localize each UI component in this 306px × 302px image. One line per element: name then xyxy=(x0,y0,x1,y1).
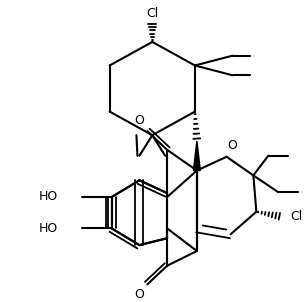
Text: Cl: Cl xyxy=(146,7,159,20)
Text: HO: HO xyxy=(39,222,58,235)
Text: O: O xyxy=(134,288,144,301)
Polygon shape xyxy=(193,141,200,171)
Text: HO: HO xyxy=(39,191,58,204)
Text: O: O xyxy=(134,114,144,127)
Text: Cl: Cl xyxy=(290,210,302,223)
Text: O: O xyxy=(228,140,237,153)
